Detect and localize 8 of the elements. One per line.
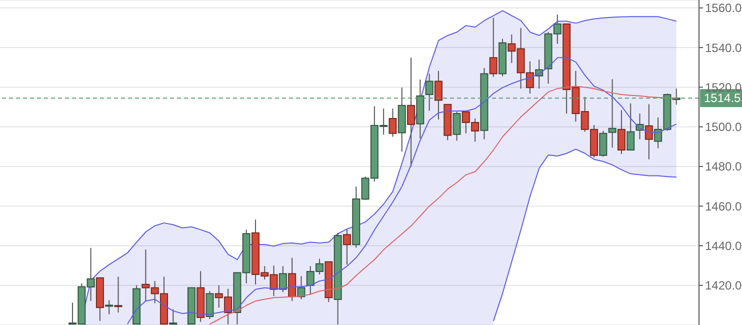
y-tick-label: 1480.0 [705,160,742,174]
y-tick-label: 1500.0 [705,120,742,134]
y-tick-label: 1440.0 [705,238,742,253]
y-tick-label: 1560.0 [705,1,742,16]
y-tick-label: 1540.0 [705,40,742,55]
y-tick-label: 1420.0 [705,278,742,293]
y-tick-label: 1460.0 [705,199,742,214]
ref-line-label: 1514.5 [704,91,742,106]
